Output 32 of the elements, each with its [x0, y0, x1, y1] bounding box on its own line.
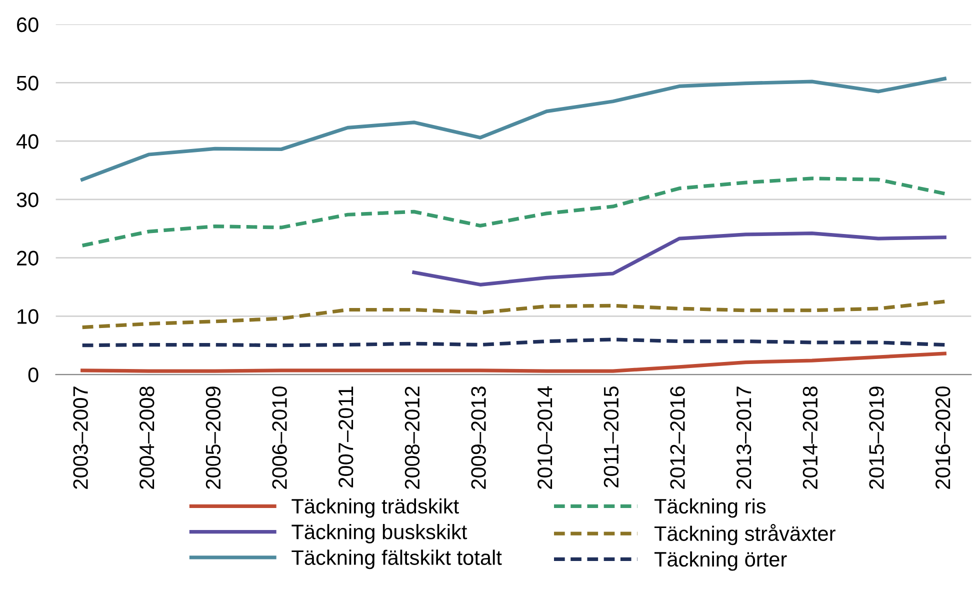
x-tick-label: 2003–2007 [73, 386, 88, 489]
y-tick-label: 40 [16, 134, 38, 149]
x-tick-label: 2010–2014 [537, 386, 552, 489]
legend-label: Täckning buskskikt [292, 524, 468, 544]
x-tick-label: 2006–2010 [272, 386, 287, 489]
x-tick-label: 2012–2016 [670, 386, 685, 489]
x-tick-label: 2005–2009 [206, 386, 221, 489]
legend-label: Täckning stråväxter [654, 524, 836, 546]
legend-label: Täckning örter [654, 551, 787, 571]
x-tick-label: 2013–2017 [736, 386, 752, 489]
line-series [80, 352, 946, 373]
line-series [412, 231, 946, 286]
y-tick-label: 30 [16, 192, 38, 208]
y-tick-label: 20 [17, 250, 38, 266]
x-tick-label: 2016–2020 [935, 386, 950, 489]
y-tick-label: 0 [28, 368, 38, 382]
y-tick-label: 50 [16, 76, 38, 90]
x-tick-label: 2015–2019 [869, 386, 884, 489]
y-tick-label: 10 [18, 309, 38, 324]
x-tick-label: 2009–2013 [471, 386, 486, 489]
line-series [80, 76, 946, 182]
x-tick-label: 2011–2015 [604, 386, 619, 488]
legend-label: Täckning trädskikt [292, 498, 459, 518]
x-tick-label: 2004–2008 [140, 386, 154, 489]
x-tick-label: 2008–2012 [404, 386, 420, 489]
x-tick-label: 2007–2011 [338, 386, 354, 488]
legend-label: Täckning fältskikt totalt [292, 550, 502, 570]
y-tick-label: 60 [17, 17, 38, 32]
line-series [80, 176, 946, 248]
legend-label: Täckning ris [654, 498, 766, 518]
x-tick-label: 2014–2018 [802, 386, 818, 489]
line-series [80, 300, 946, 330]
